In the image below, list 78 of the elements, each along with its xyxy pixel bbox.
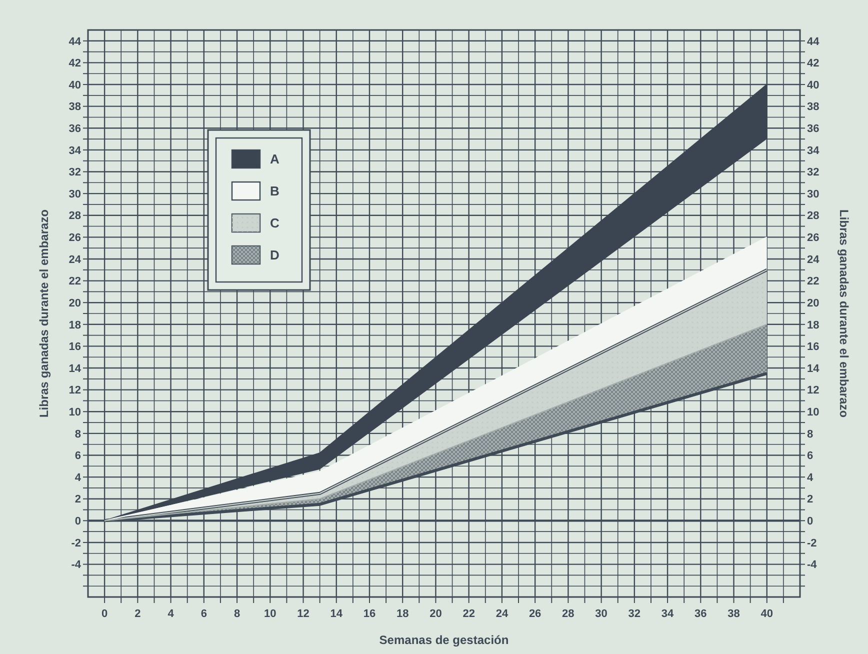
legend-label: D xyxy=(270,248,280,263)
y2-tick-label: 38 xyxy=(807,101,820,114)
y2-tick-label: 16 xyxy=(807,341,820,354)
y2-tick-label: 28 xyxy=(807,210,820,222)
x-axis-title: Semanas de gestación xyxy=(379,633,509,647)
y-tick-label: 4 xyxy=(74,472,82,484)
y-tick-label: 2 xyxy=(74,494,81,506)
x-tick-label: 6 xyxy=(200,608,207,620)
y-tick-label: 14 xyxy=(68,362,82,375)
y2-tick-label: -4 xyxy=(807,559,818,572)
x-tick-label: 34 xyxy=(661,608,675,620)
y-tick-label: 16 xyxy=(68,341,81,354)
y2-tick-label: 34 xyxy=(807,144,820,157)
y-tick-label: 42 xyxy=(68,58,81,70)
y2-tick-label: 36 xyxy=(807,122,820,135)
x-tick-label: 40 xyxy=(760,608,774,620)
y-tick-label: 22 xyxy=(68,276,81,288)
x-tick-label: 10 xyxy=(264,608,276,620)
y2-tick-label: 24 xyxy=(807,254,820,266)
y-tick-label: 10 xyxy=(68,406,81,418)
y-tick-label: 34 xyxy=(68,144,82,157)
legend-label: A xyxy=(270,152,280,167)
x-tick-label: 12 xyxy=(297,608,310,620)
y2-tick-label: 20 xyxy=(807,297,820,310)
y-tick-label: 12 xyxy=(68,384,81,397)
y2-tick-label: 14 xyxy=(807,362,820,375)
y-tick-label: 6 xyxy=(74,450,81,462)
x-tick-label: 32 xyxy=(628,608,641,620)
x-tick-label: 38 xyxy=(728,608,740,620)
y-tick-label: 40 xyxy=(68,79,81,92)
y-tick-label: 18 xyxy=(68,319,81,332)
y2-tick-label: 30 xyxy=(807,188,820,200)
y2-tick-label: 6 xyxy=(807,450,814,462)
y-tick-label: 24 xyxy=(68,254,82,266)
y-tick-label: 20 xyxy=(68,297,81,310)
y2-tick-label: 22 xyxy=(807,276,820,288)
y2-tick-label: -2 xyxy=(807,537,817,550)
y-tick-label: -2 xyxy=(71,537,81,550)
legend-label: C xyxy=(270,216,280,231)
y-tick-label: 0 xyxy=(74,516,81,528)
y2-tick-label: 42 xyxy=(807,58,820,70)
y2-tick-label: 2 xyxy=(807,494,814,506)
y2-axis-title: Libras ganadas durante el embarazo xyxy=(837,209,851,418)
y-tick-label: -4 xyxy=(71,559,82,572)
y2-tick-label: 0 xyxy=(807,516,814,528)
y-tick-label: 36 xyxy=(68,122,81,135)
x-tick-label: 30 xyxy=(595,608,608,620)
y2-tick-label: 18 xyxy=(807,319,820,332)
y2-tick-label: 12 xyxy=(807,384,820,397)
y2-tick-label: 4 xyxy=(807,472,814,484)
x-tick-label: 14 xyxy=(330,608,344,620)
x-tick-label: 24 xyxy=(496,608,509,620)
y2-tick-label: 40 xyxy=(807,79,820,92)
y2-tick-label: 44 xyxy=(807,36,820,48)
x-tick-label: 36 xyxy=(694,608,707,620)
y2-tick-label: 8 xyxy=(807,428,814,440)
y-tick-label: 38 xyxy=(68,101,81,114)
y-tick-label: 44 xyxy=(68,36,82,48)
y2-tick-label: 32 xyxy=(807,166,820,179)
y-tick-label: 8 xyxy=(74,428,81,440)
x-tick-label: 22 xyxy=(462,608,475,620)
x-tick-label: 16 xyxy=(363,608,376,620)
x-tick-label: 18 xyxy=(396,608,409,620)
x-tick-label: 2 xyxy=(134,608,141,620)
x-tick-label: 0 xyxy=(101,608,108,620)
y2-tick-label: 10 xyxy=(807,406,820,418)
y-tick-label: 28 xyxy=(68,210,81,222)
x-tick-label: 28 xyxy=(562,608,574,620)
x-tick-label: 26 xyxy=(528,608,542,620)
x-tick-label: 4 xyxy=(168,608,175,620)
legend-label: B xyxy=(270,184,280,199)
y2-tick-label: 26 xyxy=(807,232,820,244)
y-axis-title: Libras ganadas durante el embarazo xyxy=(37,209,51,418)
x-tick-label: 20 xyxy=(430,608,442,620)
x-tick-label: 8 xyxy=(234,608,240,620)
y-tick-label: 32 xyxy=(68,166,81,179)
y-tick-label: 30 xyxy=(68,188,81,200)
y-tick-label: 26 xyxy=(68,232,81,244)
